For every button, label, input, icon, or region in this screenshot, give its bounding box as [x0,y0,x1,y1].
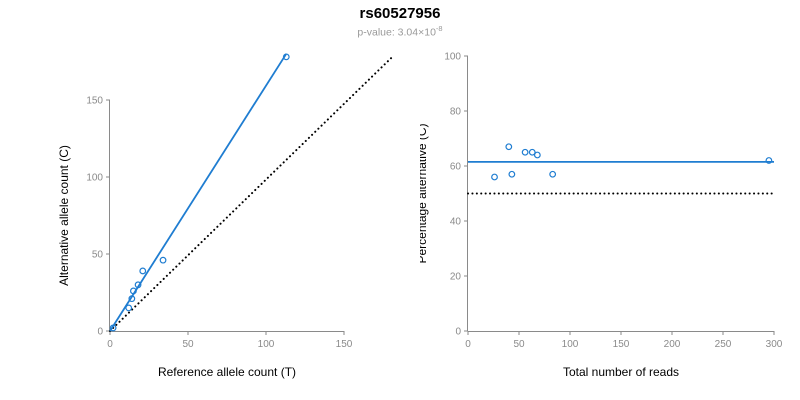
tick-labels: 0 50 100 150 0 50 100 150 [86,96,352,351]
x-tick-label: 100 [258,339,275,350]
x-tick-label: 0 [107,339,113,350]
left-scatter-chart: 0 50 100 150 0 50 100 150 Reference allele count… [57,53,394,379]
x-tick-label: 50 [513,339,525,350]
pvalue-exponent: -8 [435,24,443,33]
x-tick-label: 100 [562,339,579,350]
y-tick-label: 80 [450,107,462,118]
identity-dotted-line [109,55,394,332]
y-tick-label: 60 [450,162,462,173]
axis-labels: Total number of reads Percentage alternat… [420,123,679,379]
data-point [533,151,541,159]
x-tick-label: 300 [766,339,783,350]
data-point [508,170,516,178]
y-tick-label: 100 [86,173,103,184]
y-tick-label: 100 [444,52,461,63]
x-axis-label: Reference allele count (T) [158,365,296,379]
data-point [134,281,142,289]
data-point [125,304,133,312]
y-tick-label: 40 [450,217,462,228]
y-tick-label: 150 [86,96,103,107]
x-tick-label: 150 [336,339,353,350]
y-axis-label: Percentage alternative (C) [420,123,429,263]
axes [464,55,775,335]
data-point [521,148,529,156]
y-tick-label: 50 [92,250,104,261]
data-points [491,143,773,181]
data-point [549,170,557,178]
data-point [282,53,290,61]
data-point [505,143,513,151]
data-point [765,157,773,164]
x-tick-label: 50 [182,339,194,350]
data-point [139,267,147,275]
x-tick-label: 150 [613,339,630,350]
tick-labels: 0 50 100 150 200 250 300 0 20 40 60 80 100 [444,52,782,351]
x-tick-label: 250 [715,339,732,350]
axis-labels: Reference allele count (T) Alternative al… [57,145,296,379]
data-point [109,324,117,332]
pvalue-label: p-value: 3.04×10-8 [0,24,800,39]
data-point [491,173,498,181]
chart-header: rs60527956 p-value: 3.04×10-8 [0,5,800,39]
y-tick-label: 20 [450,272,462,283]
x-tick-label: 0 [465,339,471,350]
x-axis-label: Total number of reads [563,365,679,379]
x-tick-label: 200 [664,339,681,350]
y-tick-label: 0 [97,327,103,338]
data-point [128,295,136,303]
regression-line [109,53,288,332]
data-point [528,148,536,156]
chart-title: rs60527956 [359,5,441,22]
y-axis-label: Alternative allele count (C) [57,145,71,286]
data-point [129,287,137,295]
data-point [159,256,167,264]
data-points [109,53,290,332]
axes [106,99,345,335]
y-tick-label: 0 [455,327,461,338]
pvalue-text: p-value: 3.04×10 [357,26,436,39]
